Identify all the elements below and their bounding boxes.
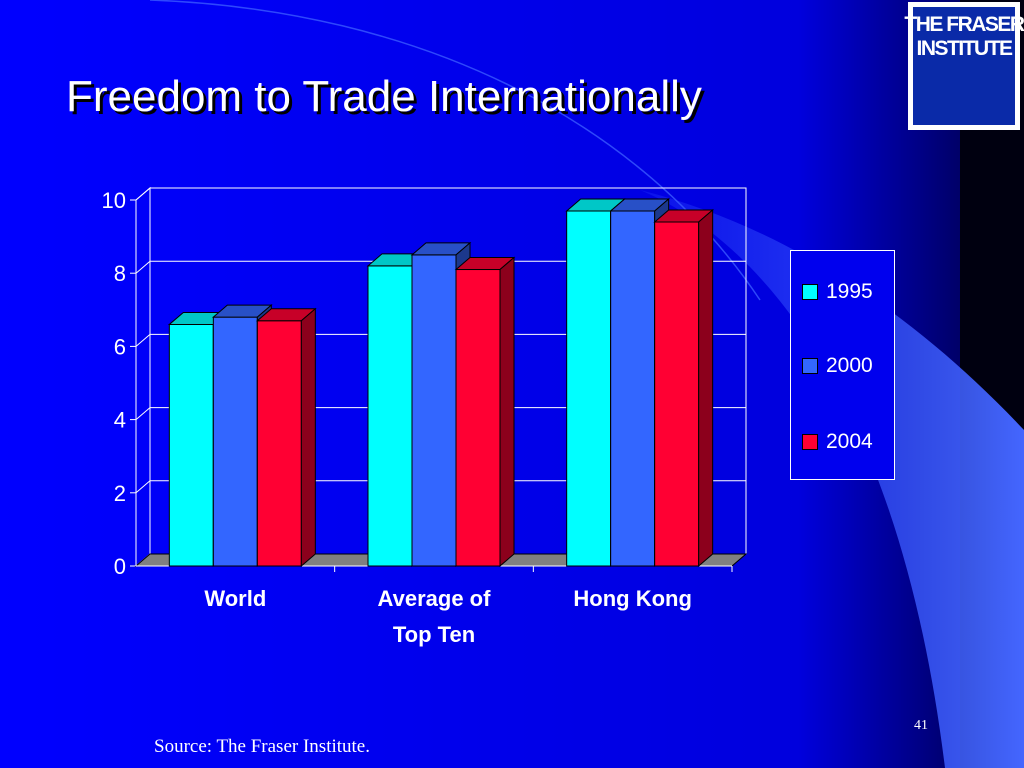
legend-swatch-1995: [802, 284, 818, 300]
slide-title: Freedom to Trade Internationally: [66, 72, 702, 121]
gridline-side: [135, 187, 151, 201]
bar-front-2004: [455, 269, 501, 567]
bar-front-1995: [566, 210, 612, 567]
legend-item-2000: 2000: [802, 354, 873, 377]
y-tick-label: 10: [102, 188, 126, 213]
gridline-side: [135, 334, 151, 347]
bar-front-1995: [367, 265, 413, 567]
gridline-side: [135, 407, 151, 420]
bar-side-2004: [499, 256, 515, 568]
x-category-label: Hong Kong: [573, 586, 692, 611]
logo-line-2: INSTITUTE: [916, 37, 1014, 60]
y-tick-label: 6: [114, 334, 126, 359]
gridline-side: [135, 260, 151, 274]
bar-front-2004: [654, 221, 700, 567]
bar-front-2004: [256, 320, 302, 567]
legend-label-1995: 1995: [826, 280, 873, 303]
y-tick-label: 8: [114, 261, 126, 286]
bar-side-2004: [300, 307, 316, 568]
bar-front-2000: [411, 254, 457, 567]
logo-line-1: THE FRASER: [904, 13, 1024, 36]
y-tick-label: 4: [114, 408, 126, 433]
x-category-label: Top Ten: [393, 622, 475, 647]
y-tick-label: 0: [114, 554, 126, 579]
legend-item-1995: 1995: [802, 280, 873, 303]
bar-front-2000: [610, 210, 656, 567]
bar-side-2004: [698, 208, 714, 568]
fraser-institute-logo: THE FRASER INSTITUTE: [904, 2, 1024, 130]
chart-legend: 1995 2000 2004: [790, 250, 895, 480]
legend-swatch-2000: [802, 358, 818, 374]
legend-label-2004: 2004: [826, 430, 873, 453]
legend-swatch-2004: [802, 434, 818, 450]
x-category-label: Average of: [378, 586, 492, 611]
legend-label-2000: 2000: [826, 354, 873, 377]
x-category-label: World: [204, 586, 266, 611]
bar-front-1995: [168, 323, 214, 567]
source-note: Source: The Fraser Institute.: [154, 736, 370, 757]
y-tick-label: 2: [114, 481, 126, 506]
decorative-curve: [640, 190, 1024, 768]
gridline-side: [135, 480, 151, 494]
legend-item-2004: 2004: [802, 430, 873, 453]
chart-side-wall: [135, 186, 151, 568]
slide-number: 41: [914, 718, 928, 733]
bar-front-2000: [212, 316, 258, 567]
